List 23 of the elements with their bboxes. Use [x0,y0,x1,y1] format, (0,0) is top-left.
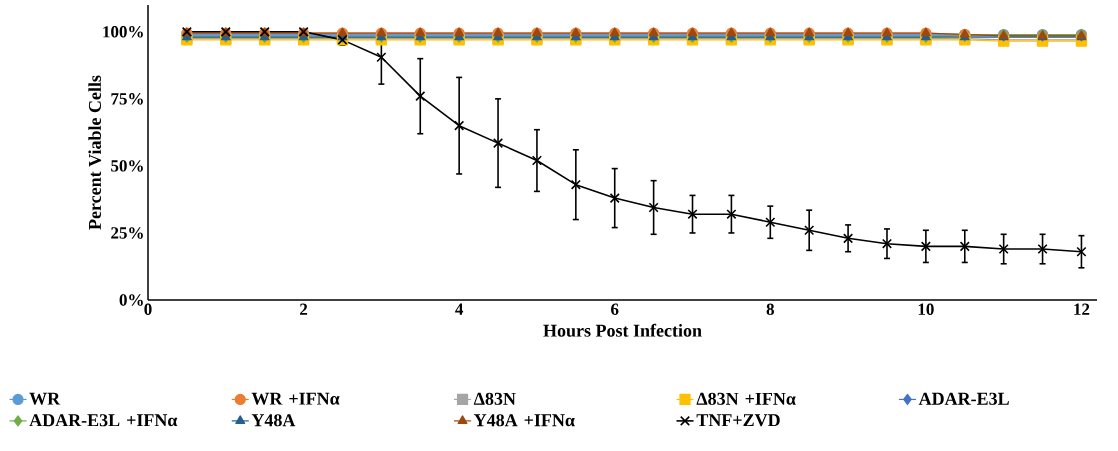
legend-label: ADAR-E3L [918,392,1009,405]
legend-label: TNF+ZVD [696,414,780,427]
x-tick-label: 10 [918,303,934,316]
x-tick-label: 12 [1074,303,1090,315]
legend-label: Δ83N [473,392,516,405]
legend-label: Y48A [251,414,296,427]
y-axis-title: Percent Viable Cells [88,75,102,230]
legend-label: WR [29,392,61,405]
y-tick-label: 100% [103,26,143,38]
x-tick-label: 2 [300,303,308,315]
legend-label: Δ83N +IFNα [696,392,796,405]
y-tick-label: 25% [111,227,143,239]
legend-label: Y48A +IFNα [473,414,575,427]
y-tick-label: 75% [111,93,143,105]
y-tick-label: 50% [111,160,143,172]
y-tick-label: 0% [119,294,143,306]
x-axis-title: Hours Post Infection [543,323,702,337]
legend-label: ADAR-E3L +IFNα [29,414,178,427]
x-tick-label: 8 [766,303,774,316]
legend-label: WR +IFNα [251,392,340,405]
x-tick-label: 6 [611,303,619,315]
x-tick-label: 0 [144,303,152,316]
x-tick-label: 4 [455,303,464,315]
